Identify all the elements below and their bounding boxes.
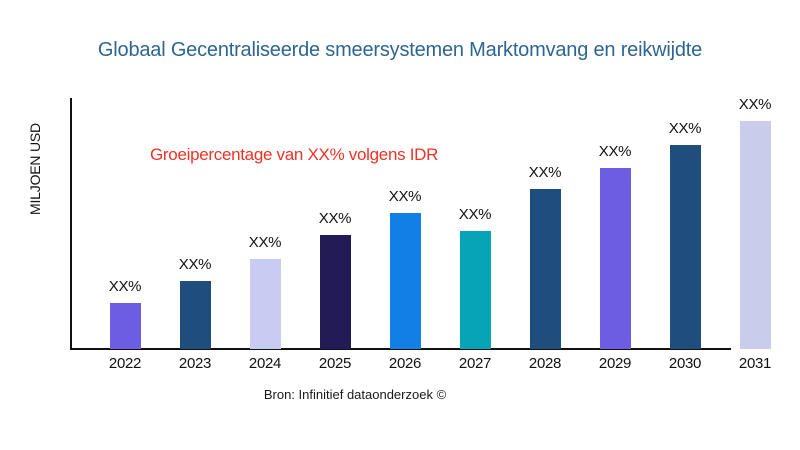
x-tick-label: 2022 — [108, 355, 142, 372]
bar-value-label: XX% — [318, 210, 352, 227]
growth-annotation: Groeipercentage van XX% volgens IDR — [150, 145, 439, 164]
x-axis-line — [70, 348, 731, 350]
source-caption: Bron: Infinitief dataonderzoek © — [263, 387, 447, 402]
y-axis-line — [70, 98, 72, 350]
bar-2028 — [529, 189, 561, 349]
x-tick-label: 2030 — [668, 355, 702, 372]
bar-2022 — [109, 303, 141, 349]
bar-2031 — [739, 121, 771, 349]
bar-value-label: XX% — [248, 234, 282, 251]
bar-2024 — [249, 259, 281, 349]
bar-2023 — [179, 281, 211, 349]
bar-2026 — [389, 213, 421, 349]
bar-value-label: XX% — [178, 256, 212, 273]
bar-2030 — [669, 145, 701, 349]
x-tick-label: 2031 — [738, 355, 772, 372]
bar-value-label: XX% — [388, 188, 422, 205]
x-tick-label: 2023 — [178, 355, 212, 372]
x-tick-label: 2027 — [458, 355, 492, 372]
bar-value-label: XX% — [108, 278, 142, 295]
bar-value-label: XX% — [738, 96, 772, 113]
x-tick-label: 2028 — [528, 355, 562, 372]
x-tick-label: 2029 — [598, 355, 632, 372]
bar-2029 — [599, 168, 631, 349]
x-tick-label: 2025 — [318, 355, 352, 372]
bar-2025 — [319, 235, 351, 349]
x-tick-label: 2024 — [248, 355, 282, 372]
bar-value-label: XX% — [528, 164, 562, 181]
page-title: Globaal Gecentraliseerde smeersystemen M… — [97, 39, 703, 61]
bar-value-label: XX% — [668, 120, 702, 137]
bar-value-label: XX% — [458, 206, 492, 223]
bar-2027 — [459, 231, 491, 349]
x-tick-label: 2026 — [388, 355, 422, 372]
bar-value-label: XX% — [598, 143, 632, 160]
